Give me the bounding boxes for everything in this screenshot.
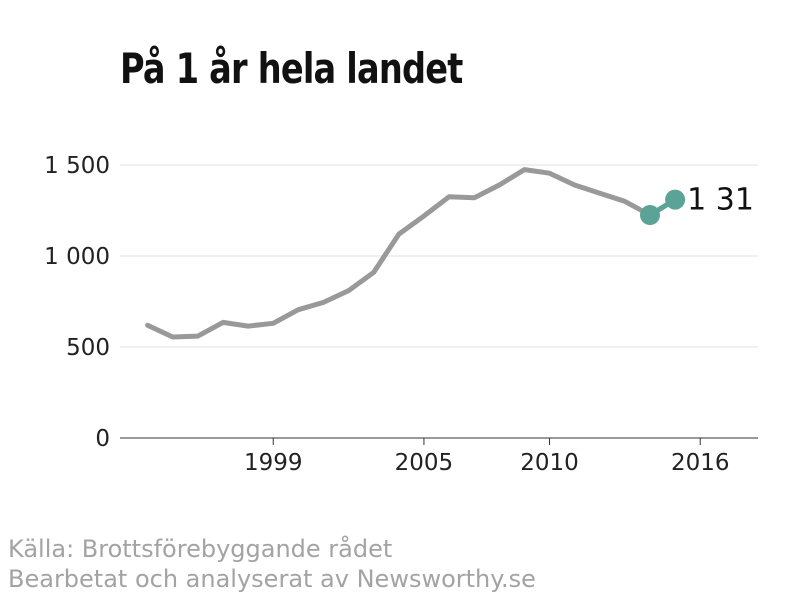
y-tick-label: 500 (66, 335, 110, 361)
source-note: Källa: Brottsförebyggande rådet Bearbeta… (8, 534, 536, 594)
chart-title: På 1 år hela landet (120, 44, 463, 93)
credit-line: Bearbetat och analyserat av Newsworthy.s… (8, 565, 536, 593)
x-tick-label: 2016 (671, 450, 730, 476)
line-chart: 0 500 1 000 1 500 1999 2005 2010 2016 1 31 (44, 153, 758, 476)
data-label: 1 31 (687, 183, 754, 218)
highlight-point (665, 189, 686, 210)
y-tick-label: 0 (95, 426, 110, 452)
x-tick-label: 2005 (395, 450, 454, 476)
y-tick-label: 1 000 (44, 244, 110, 270)
series-line (145, 167, 678, 340)
x-tick-label: 2010 (520, 450, 579, 476)
highlight-point (639, 205, 660, 226)
x-tick-label: 1999 (244, 450, 303, 476)
source-line: Källa: Brottsförebyggande rådet (8, 535, 393, 563)
y-tick-label: 1 500 (44, 153, 110, 179)
